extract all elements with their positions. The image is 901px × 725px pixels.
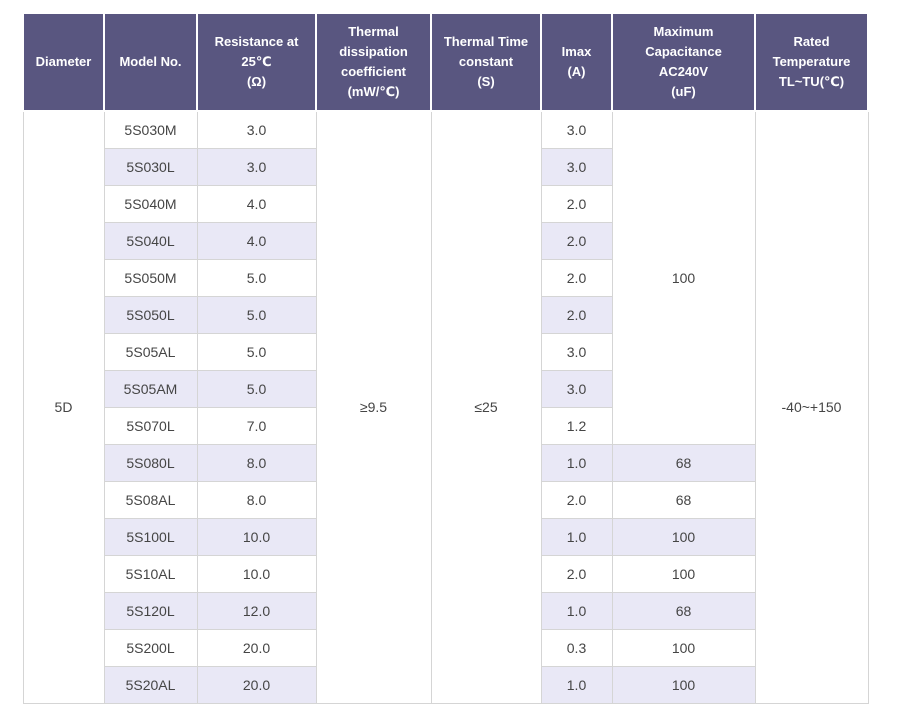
resistance-cell: 4.0 bbox=[196, 221, 317, 260]
capacitance-merged-cell: 100 bbox=[611, 110, 756, 445]
header-row: Diameter Model No. Resistance at 25℃ (Ω)… bbox=[22, 12, 869, 112]
col-header-diameter: Diameter bbox=[22, 12, 105, 112]
capacitance-cell: 100 bbox=[611, 665, 756, 704]
col-header-imax: Imax (A) bbox=[540, 12, 613, 112]
resistance-cell: 10.0 bbox=[196, 554, 317, 593]
thermal-dissipation-cell: ≥9.5 bbox=[315, 110, 432, 704]
resistance-cell: 5.0 bbox=[196, 258, 317, 297]
model-cell: 5S100L bbox=[103, 517, 198, 556]
col-header-model: Model No. bbox=[103, 12, 198, 112]
capacitance-cell: 100 bbox=[611, 628, 756, 667]
imax-cell: 2.0 bbox=[540, 258, 613, 297]
imax-cell: 2.0 bbox=[540, 295, 613, 334]
table-row: 5S10AL 10.0 2.0 100 bbox=[23, 554, 868, 593]
imax-cell: 2.0 bbox=[540, 184, 613, 223]
capacitance-cell: 68 bbox=[611, 591, 756, 630]
resistance-cell: 5.0 bbox=[196, 295, 317, 334]
imax-cell: 1.2 bbox=[540, 406, 613, 445]
model-cell: 5S200L bbox=[103, 628, 198, 667]
resistance-cell: 3.0 bbox=[196, 147, 317, 186]
resistance-cell: 5.0 bbox=[196, 369, 317, 408]
imax-cell: 1.0 bbox=[540, 665, 613, 704]
resistance-cell: 10.0 bbox=[196, 517, 317, 556]
col-header-capacitance: Maximum Capacitance AC240V (uF) bbox=[611, 12, 756, 112]
imax-cell: 3.0 bbox=[540, 110, 613, 149]
table-row: 5S200L 20.0 0.3 100 bbox=[23, 628, 868, 667]
thermal-time-cell: ≤25 bbox=[430, 110, 542, 704]
table-row: 5S080L 8.0 1.0 68 bbox=[23, 443, 868, 482]
imax-cell: 2.0 bbox=[540, 554, 613, 593]
capacitance-cell: 100 bbox=[611, 554, 756, 593]
imax-cell: 2.0 bbox=[540, 480, 613, 519]
model-cell: 5S05AM bbox=[103, 369, 198, 408]
table-row: 5S20AL 20.0 1.0 100 bbox=[23, 665, 868, 704]
model-cell: 5S080L bbox=[103, 443, 198, 482]
imax-cell: 1.0 bbox=[540, 591, 613, 630]
thermistor-spec-table: Diameter Model No. Resistance at 25℃ (Ω)… bbox=[22, 12, 869, 704]
model-cell: 5S030L bbox=[103, 147, 198, 186]
diameter-cell: 5D bbox=[22, 110, 105, 704]
table-row: 5S040L 4.0 2.0 bbox=[23, 221, 868, 260]
table-row: 5D 5S030M 3.0 ≥9.5 ≤25 3.0 100 -40~+150 bbox=[22, 110, 869, 704]
table-row: 5S08AL 8.0 2.0 68 bbox=[23, 480, 868, 519]
resistance-cell: 12.0 bbox=[196, 591, 317, 630]
capacitance-cell: 68 bbox=[611, 480, 756, 519]
capacitance-cell: 100 bbox=[611, 517, 756, 556]
col-header-thermal-dissipation: Thermal dissipation coefficient (mW/℃) bbox=[315, 12, 432, 112]
imax-cell: 3.0 bbox=[540, 147, 613, 186]
resistance-cell: 3.0 bbox=[196, 110, 317, 149]
model-cell: 5S040L bbox=[103, 221, 198, 260]
model-cell: 5S10AL bbox=[103, 554, 198, 593]
resistance-cell: 20.0 bbox=[196, 628, 317, 667]
model-cell: 5S040M bbox=[103, 184, 198, 223]
resistance-cell: 7.0 bbox=[196, 406, 317, 445]
capacitance-cell: 68 bbox=[611, 443, 756, 482]
col-header-resistance: Resistance at 25℃ (Ω) bbox=[196, 12, 317, 112]
rated-temp-cell: -40~+150 bbox=[754, 110, 869, 704]
resistance-cell: 20.0 bbox=[196, 665, 317, 704]
table-row: 5S05AM 5.0 3.0 bbox=[23, 369, 868, 408]
model-cell: 5S05AL bbox=[103, 332, 198, 371]
model-cell: 5S050M bbox=[103, 258, 198, 297]
imax-cell: 2.0 bbox=[540, 221, 613, 260]
imax-cell: 1.0 bbox=[540, 443, 613, 482]
table-row: 5S070L 7.0 1.2 bbox=[23, 406, 868, 445]
model-cell: 5S120L bbox=[103, 591, 198, 630]
resistance-cell: 8.0 bbox=[196, 480, 317, 519]
model-cell: 5S050L bbox=[103, 295, 198, 334]
model-cell: 5S070L bbox=[103, 406, 198, 445]
col-header-thermal-time: Thermal Time constant (S) bbox=[430, 12, 542, 112]
table-row: 5S100L 10.0 1.0 100 bbox=[23, 517, 868, 556]
table-row: 5S030L 3.0 3.0 bbox=[23, 147, 868, 186]
model-cell: 5S030M bbox=[103, 110, 198, 149]
table-row: 5S040M 4.0 2.0 bbox=[23, 184, 868, 223]
resistance-cell: 5.0 bbox=[196, 332, 317, 371]
imax-cell: 1.0 bbox=[540, 517, 613, 556]
model-cell: 5S08AL bbox=[103, 480, 198, 519]
imax-cell: 3.0 bbox=[540, 369, 613, 408]
model-cell: 5S20AL bbox=[103, 665, 198, 704]
table-row: 5S050L 5.0 2.0 bbox=[23, 295, 868, 334]
col-header-rated-temp: Rated Temperature TL~TU(℃) bbox=[754, 12, 869, 112]
resistance-cell: 4.0 bbox=[196, 184, 317, 223]
table-row: 5S050M 5.0 2.0 bbox=[23, 258, 868, 297]
imax-cell: 3.0 bbox=[540, 332, 613, 371]
resistance-cell: 8.0 bbox=[196, 443, 317, 482]
imax-cell: 0.3 bbox=[540, 628, 613, 667]
